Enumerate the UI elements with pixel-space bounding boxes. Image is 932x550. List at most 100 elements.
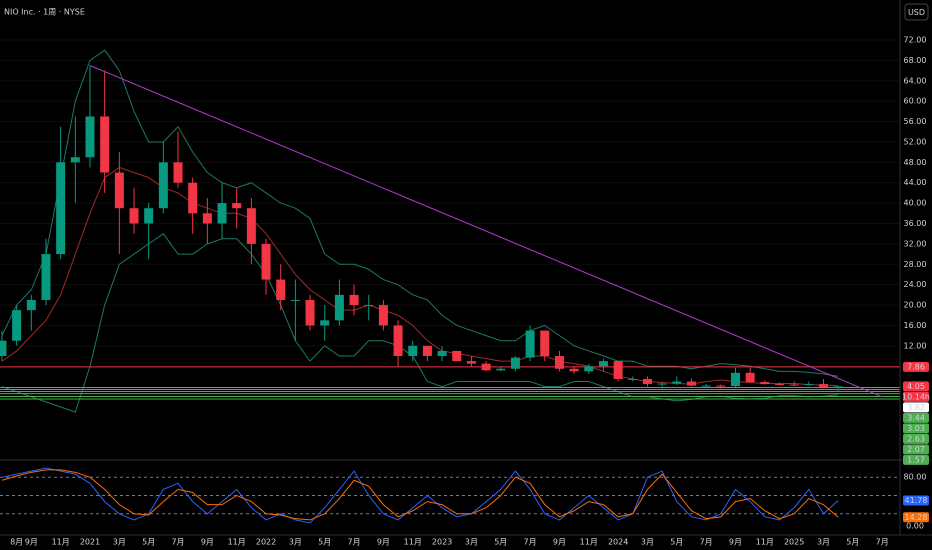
candle-body <box>657 383 667 385</box>
symbol-title: NIO Inc. · 1周 · NYSE <box>4 8 85 17</box>
candle-body <box>422 345 432 357</box>
x-tick-label: 5月 <box>318 538 331 547</box>
candle-body <box>26 299 36 311</box>
last-value-box <box>903 495 929 506</box>
level-label: 3.03 <box>907 424 925 433</box>
candle-body <box>129 208 139 224</box>
candle-body <box>144 208 154 224</box>
candle-body <box>188 182 198 214</box>
level-label: 2.63 <box>907 434 925 443</box>
level-label: 1.57 <box>907 455 925 464</box>
candle-body <box>613 361 623 379</box>
currency-label: USD <box>908 8 925 17</box>
level-label-box <box>903 412 929 423</box>
x-tick-label: 3月 <box>641 538 654 547</box>
candle-body <box>628 378 638 380</box>
price-pane <box>0 39 900 413</box>
level-label-box <box>903 433 929 444</box>
candle-body <box>642 378 652 385</box>
y-tick-label: 48.00 <box>904 158 927 167</box>
x-tick-label: 11月 <box>580 538 598 547</box>
trend-line <box>89 65 883 398</box>
x-tick-label: 3月 <box>289 538 302 547</box>
candle-body <box>452 350 462 362</box>
candle-body <box>100 116 110 173</box>
candle-body <box>804 384 814 386</box>
candle-body <box>349 294 359 306</box>
level-label: 3.44 <box>907 413 925 422</box>
x-tick-label: 11月 <box>756 538 774 547</box>
x-tick-label: 2021 <box>80 538 100 547</box>
candle-body <box>12 310 22 341</box>
candle-body <box>173 162 183 183</box>
x-tick-label: 11月 <box>404 538 422 547</box>
candle-body <box>0 340 7 357</box>
y-tick-label: 60.00 <box>904 97 927 106</box>
candle-body <box>540 330 550 357</box>
candle-body <box>672 381 682 384</box>
level-label-box <box>903 444 929 455</box>
candle-body <box>701 385 711 387</box>
candle-body <box>378 305 388 326</box>
candle-body <box>598 361 608 367</box>
candle-body <box>466 361 476 364</box>
oscillator-pane <box>0 467 900 524</box>
level-label-box <box>903 402 929 413</box>
level-label: 2.07 <box>907 445 925 454</box>
candle-body <box>745 372 755 383</box>
x-tick-label: 7月 <box>348 538 361 547</box>
candle-body <box>217 203 227 224</box>
x-tick-label: 2022 <box>256 538 276 547</box>
candle-body <box>496 368 506 371</box>
level-label-box <box>903 361 929 372</box>
y-tick-label: 36.00 <box>904 219 927 228</box>
candle-body <box>730 372 740 387</box>
x-tick-label: 5月 <box>494 538 507 547</box>
candle-body <box>584 366 594 372</box>
x-tick-label: 5月 <box>142 538 155 547</box>
x-tick-label: 7月 <box>700 538 713 547</box>
last-price-label: 4.05 <box>907 382 925 391</box>
x-tick-label: 9月 <box>201 538 214 547</box>
candle-body <box>364 305 374 307</box>
y-tick-label: 40.00 <box>904 199 927 208</box>
candle-body <box>305 299 315 326</box>
candle-body <box>334 294 344 321</box>
candle-body <box>569 368 579 372</box>
x-tick-label: 5月 <box>670 538 683 547</box>
candle-body <box>158 162 168 209</box>
x-tick-label: 2025 <box>784 538 804 547</box>
candle-body <box>246 208 256 244</box>
overlay-line <box>1 49 839 377</box>
y-tick-label: 32.00 <box>904 239 927 248</box>
level-label: 7.86 <box>907 362 925 371</box>
candle-body <box>202 213 212 224</box>
last-value-label: 14.28 <box>905 513 928 522</box>
y-tick-label: 44.00 <box>904 178 927 187</box>
x-tick-label: 3月 <box>465 538 478 547</box>
countdown-label-box <box>903 391 929 402</box>
x-tick-label: 9月 <box>377 538 390 547</box>
last-value-box <box>903 512 929 523</box>
x-tick-label: 2023 <box>432 538 452 547</box>
oscillator-line <box>1 467 839 524</box>
candle-body <box>290 299 300 301</box>
y-tick-label: 56.00 <box>904 117 927 126</box>
y-tick-label: 0.00 <box>906 522 924 531</box>
y-tick-label: 12.00 <box>904 341 927 350</box>
x-tick-label: 7月 <box>876 538 889 547</box>
candle-body <box>41 254 51 300</box>
x-tick-label: 7月 <box>171 538 184 547</box>
candle-body <box>261 243 271 280</box>
candle-body <box>232 203 242 209</box>
candle-body <box>481 363 491 371</box>
currency-button[interactable] <box>904 3 929 21</box>
last-price-label-box <box>903 381 929 392</box>
candle-body <box>437 350 447 357</box>
oscillator-line <box>1 469 839 521</box>
y-tick-label: 52.00 <box>904 137 927 146</box>
x-tick-label: 9月 <box>25 538 38 547</box>
last-value-label: 41.78 <box>905 496 928 505</box>
x-tick-label: 9月 <box>729 538 742 547</box>
